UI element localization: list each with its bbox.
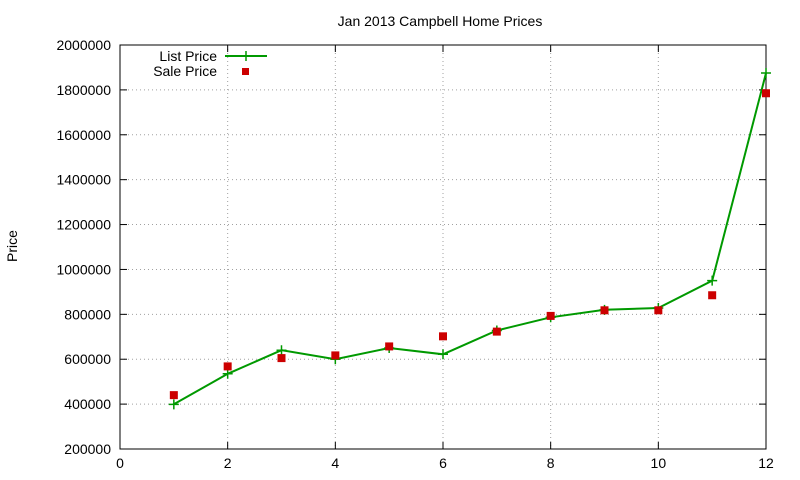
- y-tick-label: 800000: [64, 306, 111, 322]
- list-price-line: [173, 72, 767, 406]
- sale-price-point: [492, 327, 501, 336]
- sale-price-point: [762, 89, 770, 98]
- x-tick-label: 6: [439, 455, 447, 471]
- chart-title: Jan 2013 Campbell Home Prices: [338, 13, 543, 29]
- y-tick-label: 1400000: [56, 172, 111, 188]
- x-tick-label: 0: [116, 455, 124, 471]
- y-tick-label: 400000: [64, 396, 111, 412]
- x-tick-label: 10: [651, 455, 667, 471]
- legend-square-marker: [242, 68, 249, 75]
- list-price-point: [438, 349, 448, 360]
- legend-label-list-price: List Price: [159, 48, 217, 64]
- y-tick-label: 200000: [64, 441, 111, 457]
- sale-price-point: [546, 311, 555, 320]
- x-tick-label: 8: [547, 455, 555, 471]
- sale-price-point: [331, 351, 340, 360]
- series-layer: [168, 68, 771, 410]
- legend-label-sale-price: Sale Price: [153, 63, 217, 79]
- sale-price-point: [708, 291, 717, 300]
- sale-price-point: [277, 354, 286, 363]
- x-tick-label: 12: [758, 455, 774, 471]
- list-price-point: [222, 368, 233, 379]
- sale-price-point: [385, 342, 394, 351]
- x-tick-label: 2: [224, 455, 232, 471]
- list-price-point: [707, 275, 718, 286]
- list-price-point: [761, 68, 771, 79]
- legend-cross-marker: [241, 51, 251, 61]
- legend: List Price Sale Price: [153, 48, 267, 79]
- y-tick-label: 1800000: [56, 82, 111, 98]
- y-tick-label: 1200000: [56, 217, 111, 233]
- sale-price-point: [439, 332, 447, 341]
- x-tick-label: 4: [331, 455, 339, 471]
- y-axis-label: Price: [4, 230, 20, 262]
- sale-price-point: [169, 391, 178, 400]
- sale-price-point: [600, 306, 609, 315]
- sale-price-point: [654, 306, 663, 315]
- y-tick-label: 1000000: [56, 261, 111, 277]
- y-tick-label: 1600000: [56, 127, 111, 143]
- list-price-point: [168, 399, 179, 410]
- tick-labels: 200000 400000 600000 800000 1000000 1200000 14…: [56, 37, 774, 471]
- list-price-point: [276, 345, 287, 356]
- grid-lines: [120, 45, 766, 449]
- y-tick-label: 2000000: [56, 37, 111, 53]
- y-tick-label: 600000: [64, 351, 111, 367]
- axis-ticks: [119, 44, 767, 450]
- sale-price-point: [223, 362, 232, 371]
